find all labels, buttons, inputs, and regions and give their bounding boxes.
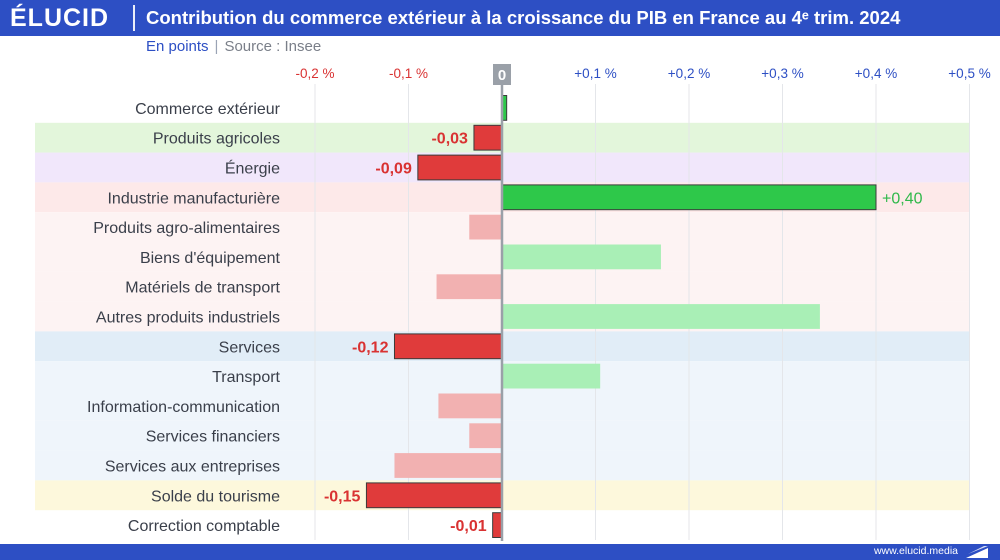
logo-divider bbox=[133, 5, 135, 31]
category-label: Produits agricoles bbox=[153, 131, 280, 148]
bar bbox=[473, 124, 503, 151]
category-label: Services financiers bbox=[146, 429, 280, 446]
zero-tick-badge bbox=[493, 64, 511, 85]
data-label: -0,12 bbox=[352, 339, 389, 356]
bar bbox=[502, 244, 661, 270]
data-label: -0,09 bbox=[375, 161, 412, 178]
bar bbox=[417, 154, 503, 181]
unit-label: En points bbox=[146, 38, 209, 55]
footer-url[interactable]: www.elucid.media bbox=[873, 545, 958, 557]
x-tick-label: +0,5 % bbox=[948, 66, 990, 81]
subtitle-divider: | bbox=[214, 38, 219, 55]
data-label: -0,15 bbox=[324, 488, 361, 505]
bar bbox=[469, 423, 502, 449]
category-label: Industrie manufacturière bbox=[107, 190, 280, 207]
category-label: Solde du tourisme bbox=[151, 488, 280, 505]
data-label: +0,40 bbox=[882, 190, 923, 207]
bar bbox=[365, 482, 503, 509]
category-label: Services bbox=[219, 339, 280, 356]
brand-mark-icon bbox=[966, 546, 988, 558]
chart-title: Contribution du commerce extérieur à la … bbox=[146, 7, 901, 28]
data-label: -0,01 bbox=[450, 518, 487, 535]
category-label: Services aux entreprises bbox=[105, 459, 280, 476]
data-label: -0,03 bbox=[431, 131, 468, 148]
x-tick-label: -0,2 % bbox=[295, 66, 334, 81]
bar bbox=[469, 214, 502, 240]
bar bbox=[502, 304, 820, 329]
category-label: Commerce extérieur bbox=[135, 101, 281, 118]
x-tick-label: 0 bbox=[498, 67, 506, 84]
bar-chart: -0,2 % -0,1 % 0 +0,1 % +0,2 % +0,3 % +0,4 % +0,… bbox=[35, 64, 991, 541]
bar bbox=[492, 512, 503, 539]
category-label: Correction comptable bbox=[128, 518, 280, 535]
category-label: Autres produits industriels bbox=[96, 310, 280, 327]
bar bbox=[394, 453, 502, 478]
x-tick-label: +0,2 % bbox=[668, 66, 710, 81]
x-tick-label: -0,1 % bbox=[389, 66, 428, 81]
chart-subtitle: En points | Source : Insee bbox=[146, 38, 321, 56]
bar bbox=[502, 363, 601, 389]
category-label: Biens d'équipement bbox=[140, 250, 281, 267]
source-label: Source : Insee bbox=[224, 38, 322, 55]
category-label: Matériels de transport bbox=[125, 280, 280, 297]
category-label: Transport bbox=[212, 369, 280, 386]
header: ÉLUCID Contribution du commerce extérieu… bbox=[0, 0, 1000, 36]
bar bbox=[501, 184, 877, 211]
bar bbox=[393, 333, 503, 360]
category-label: Produits agro-alimentaires bbox=[93, 220, 280, 237]
bar bbox=[436, 274, 502, 300]
category-label: Information-communication bbox=[87, 399, 280, 416]
logo[interactable]: ÉLUCID bbox=[10, 4, 110, 32]
x-tick-label: +0,3 % bbox=[761, 66, 803, 81]
category-label: Énergie bbox=[225, 159, 280, 178]
x-tick-label: +0,4 % bbox=[855, 66, 897, 81]
bar bbox=[438, 393, 502, 419]
x-tick-label: +0,1 % bbox=[574, 66, 616, 81]
